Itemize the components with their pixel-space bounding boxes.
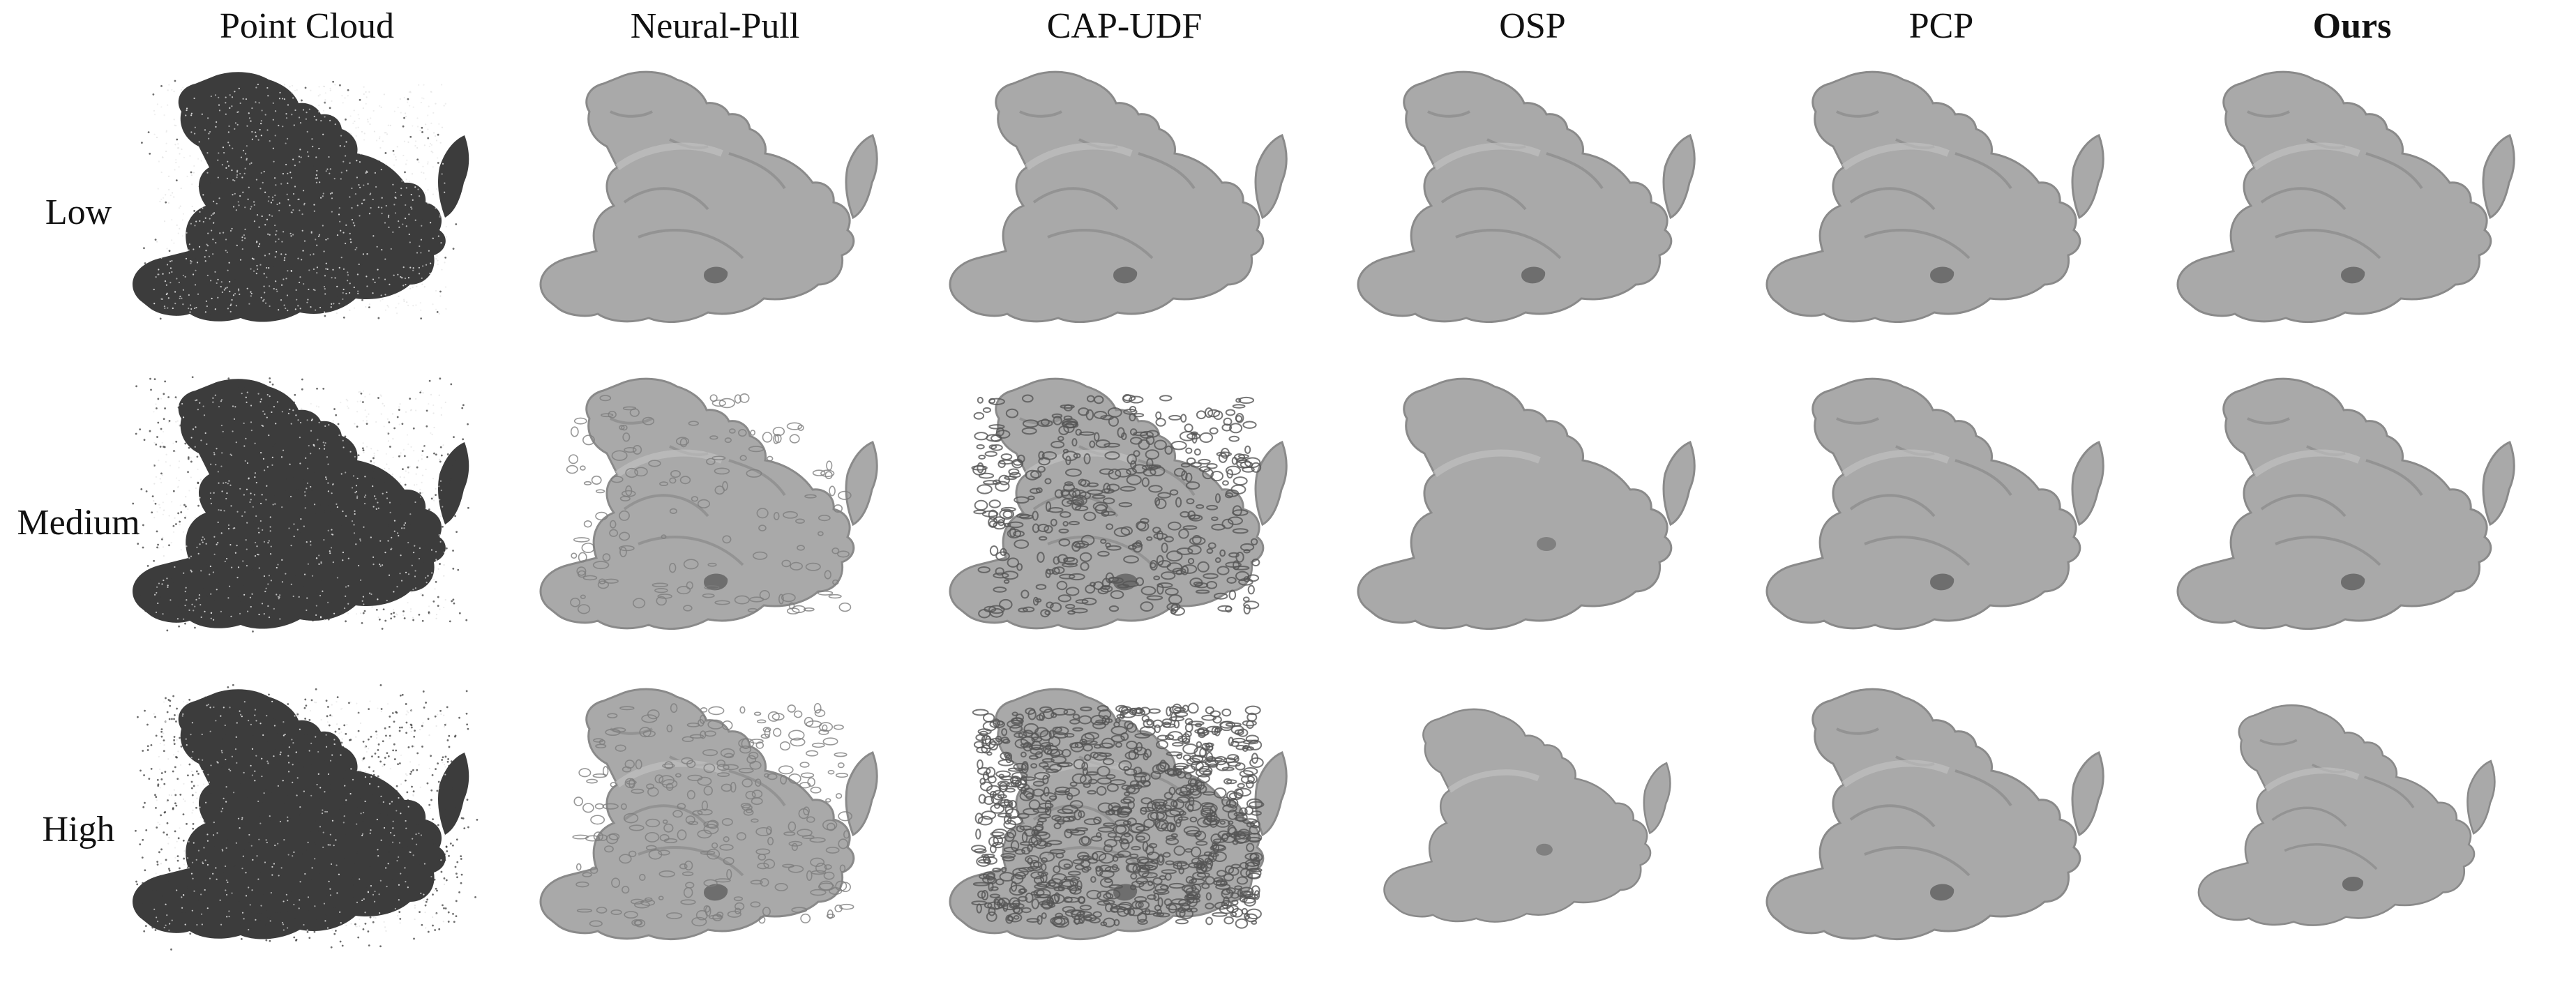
result-ours-medium	[2157, 370, 2547, 656]
dragon-statue-icon	[1765, 377, 2104, 630]
column-header-point-cloud: Point Cloud	[220, 6, 394, 46]
dragon-statue-icon	[2197, 704, 2496, 926]
dragon-statue-icon	[949, 70, 1288, 324]
result-neural-pull-medium	[520, 370, 910, 656]
result-point-cloud-medium	[112, 370, 502, 656]
row-label-low: Low	[45, 192, 112, 232]
result-neural-pull-high	[520, 680, 910, 966]
dragon-statue-icon	[133, 72, 469, 322]
dragon-statue-icon	[2176, 70, 2515, 324]
column-header-pcp: PCP	[1908, 6, 1974, 46]
result-cap-udf-low	[929, 63, 1320, 349]
dragon-statue-icon	[133, 683, 479, 951]
column-header-neural-pull: Neural-Pull	[630, 6, 800, 46]
result-ours-low	[2157, 63, 2547, 349]
result-neural-pull-low	[520, 63, 910, 349]
dragon-statue-icon	[132, 376, 469, 633]
result-osp-high	[1337, 680, 1728, 966]
dragon-statue-icon	[949, 377, 1288, 630]
result-pcp-low	[1746, 63, 2137, 349]
column-header-ours: Ours	[2312, 6, 2392, 46]
column-header-osp: OSP	[1499, 6, 1566, 46]
row-label-medium: Medium	[17, 503, 140, 543]
dragon-statue-icon	[949, 688, 1288, 941]
result-osp-low	[1337, 63, 1728, 349]
result-cap-udf-high	[929, 680, 1320, 966]
dragon-statue-icon	[539, 70, 878, 324]
result-osp-medium	[1337, 370, 1728, 656]
result-pcp-high	[1746, 680, 2137, 966]
result-point-cloud-low	[112, 63, 502, 349]
row-label-high: High	[42, 810, 115, 849]
result-point-cloud-high	[112, 680, 502, 966]
result-pcp-medium	[1746, 370, 2137, 656]
dragon-statue-icon	[2176, 377, 2515, 630]
dragon-statue-icon	[1357, 377, 1696, 630]
dragon-statue-icon	[539, 688, 878, 941]
result-ours-high	[2157, 680, 2547, 966]
result-cap-udf-medium	[929, 370, 1320, 656]
dragon-statue-icon	[1357, 70, 1696, 324]
column-header-cap-udf: CAP-UDF	[1046, 6, 1203, 46]
dragon-statue-icon	[539, 377, 878, 630]
dragon-statue-icon	[1765, 70, 2104, 324]
dragon-statue-icon	[1765, 688, 2104, 941]
dragon-statue-icon	[1383, 708, 1671, 923]
